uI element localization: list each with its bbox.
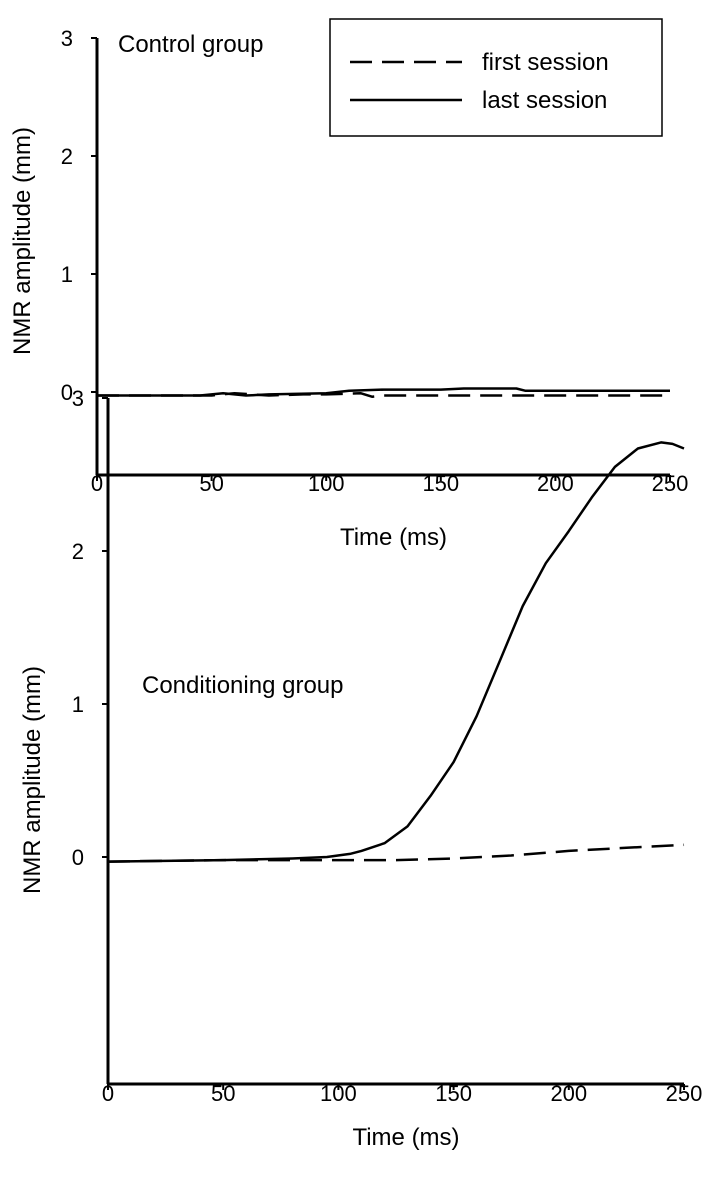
- x-axis-label: Time (ms): [340, 524, 447, 551]
- y-tick-label: 0: [72, 845, 84, 870]
- x-tick-label: 150: [422, 471, 459, 496]
- series-line-last-session: [97, 387, 670, 397]
- y-tick-label: 1: [61, 262, 73, 287]
- y-tick-label: 2: [72, 539, 84, 564]
- y-tick-label: 1: [72, 692, 84, 717]
- legend-box: [329, 18, 663, 137]
- legend-label: last session: [482, 87, 607, 114]
- y-axis-label: NMR amplitude (mm): [19, 666, 46, 894]
- x-tick-label: 0: [102, 1081, 114, 1106]
- x-tick-label: 150: [435, 1081, 472, 1106]
- legend-label: first session: [482, 49, 609, 76]
- x-tick-label: 200: [537, 471, 574, 496]
- x-tick-label: 250: [666, 1081, 703, 1106]
- x-tick-label: 50: [199, 471, 223, 496]
- series-line-first-session: [107, 843, 685, 863]
- x-tick-label: 50: [211, 1081, 235, 1106]
- chart-title: Conditioning group: [142, 672, 343, 699]
- x-tick-label: 200: [550, 1081, 587, 1106]
- x-tick-label: 0: [91, 471, 103, 496]
- y-tick-label: 3: [72, 386, 84, 411]
- x-tick-label: 100: [308, 471, 345, 496]
- series-line-last-session: [107, 441, 685, 863]
- y-tick-label: 2: [61, 144, 73, 169]
- y-axis-label: NMR amplitude (mm): [9, 127, 36, 355]
- x-tick-label: 100: [320, 1081, 357, 1106]
- chart-title: Control group: [118, 31, 263, 58]
- x-tick-label: 250: [652, 471, 689, 496]
- y-tick-label: 3: [61, 26, 73, 51]
- x-axis-label: Time (ms): [352, 1124, 459, 1151]
- y-tick-label: 0: [61, 380, 73, 405]
